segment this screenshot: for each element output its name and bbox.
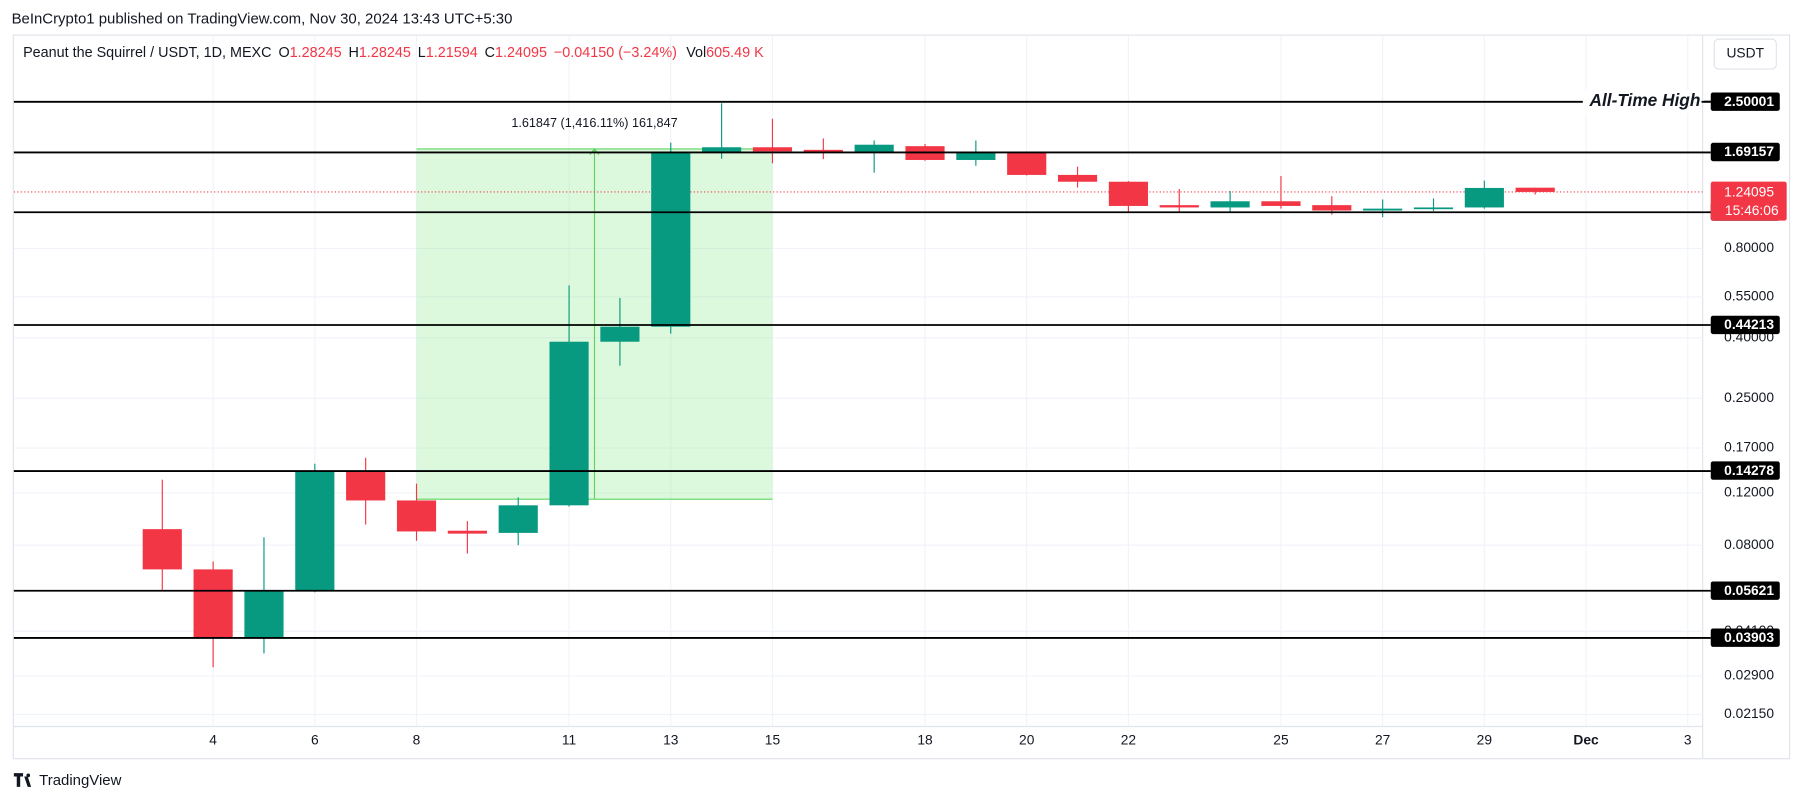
level-label-box (1710, 461, 1780, 480)
legend-key: O (278, 45, 289, 61)
candle-body (295, 470, 335, 592)
legend-value: 1.28245 (290, 45, 342, 61)
candle-body (396, 500, 437, 532)
candle-body (447, 530, 487, 534)
candle-body (193, 569, 233, 639)
candle-body (244, 591, 284, 639)
candle-body (651, 152, 691, 327)
legend-key: L (418, 45, 426, 61)
candle-body (498, 505, 538, 533)
attribution: BeInCrypto1 published on TradingView.com… (12, 11, 513, 28)
footer-logo (13, 773, 32, 787)
legend-value: 1.28245 (359, 45, 411, 61)
candle-body (600, 326, 640, 342)
plot-area: 1.61847 (1,416.11%) 161,847 (13, 103, 1703, 668)
level-label: 0.14278 (1724, 463, 1774, 478)
legend-change: −0.04150 (−3.24%) (554, 45, 677, 61)
x-tick-label: 8 (413, 733, 421, 748)
candle-body (1464, 187, 1504, 208)
y-tick-label: 0.08000 (1724, 537, 1774, 552)
y-tick-label: 0.12000 (1724, 485, 1774, 500)
level-label-box (1710, 628, 1780, 647)
x-tick-label: 18 (917, 733, 933, 748)
level-label-box (1710, 315, 1780, 335)
y-tick-label: 0.02900 (1724, 668, 1774, 683)
candle-body (803, 149, 843, 153)
legend-value: 1.21594 (426, 45, 478, 61)
currency-label: USDT (1726, 46, 1764, 61)
level-label: 0.44213 (1724, 317, 1774, 332)
x-tick-label: 29 (1477, 733, 1493, 748)
level-label-box (1710, 581, 1780, 600)
x-tick-label: 13 (663, 733, 679, 748)
candle-body (142, 529, 182, 570)
currency-button[interactable] (1713, 38, 1777, 70)
last-price-label: 1.24095 (1724, 185, 1774, 200)
level-label: 0.03903 (1724, 630, 1774, 645)
candle-body (1261, 201, 1301, 206)
candle-body (854, 144, 894, 153)
x-tick-label: 6 (311, 733, 319, 748)
x-tick-label: 15 (765, 733, 781, 748)
x-tick-label: Dec (1573, 733, 1599, 748)
ath-label: All-Time High (1589, 90, 1701, 110)
x-tick-label: 3 (1684, 733, 1692, 748)
candle-body (956, 152, 996, 160)
legend-value: 1.24095 (495, 45, 547, 61)
x-tick-label: 4 (209, 733, 217, 748)
candle-body (1057, 174, 1098, 182)
legend: Peanut the Squirrel / USDT, 1D, MEXC O1.2… (23, 45, 764, 61)
candle-body (1159, 205, 1199, 208)
candle-body (1413, 207, 1454, 210)
legend-volume: 605.49 K (706, 45, 764, 61)
candle-body (1007, 152, 1047, 175)
logo-mark (13, 773, 32, 787)
x-tick-label: 27 (1375, 733, 1390, 748)
legend-title: Peanut the Squirrel / USDT, 1D, MEXC (23, 45, 271, 61)
x-tick-label: 20 (1019, 733, 1035, 748)
candle-body (549, 341, 589, 506)
candle-body (1108, 181, 1148, 206)
x-tick-label: 22 (1121, 733, 1136, 748)
chart-frame (12, 34, 1791, 760)
x-tick-label: 25 (1273, 733, 1289, 748)
candle-body (702, 147, 742, 153)
ath-label-bg (1582, 90, 1702, 114)
candle-body (1210, 201, 1250, 208)
level-label: 2.50001 (1724, 94, 1774, 109)
legend-key: C (485, 45, 495, 61)
y-tick-label: 0.02150 (1724, 706, 1774, 721)
y-tick-label: 0.55000 (1724, 288, 1774, 303)
candle-body (1363, 208, 1403, 211)
level-label-box (1710, 92, 1780, 111)
candle-body (346, 470, 386, 501)
candle-body (752, 147, 793, 152)
logo-dot (26, 773, 31, 778)
axes: 0.800000.550000.400000.250000.170000.120… (209, 240, 1774, 747)
last-price-box (1710, 181, 1787, 221)
candle-body (1312, 205, 1352, 211)
footer-brand: TradingView (39, 772, 121, 789)
candle-body (1515, 187, 1555, 192)
legend-key: Vol (686, 45, 706, 61)
x-tick-label: 11 (562, 733, 576, 748)
level-label: 0.05621 (1724, 583, 1774, 598)
y-tick-label: 0.80000 (1724, 240, 1774, 255)
level-label-box (1710, 142, 1780, 162)
level-label: 1.69157 (1724, 144, 1774, 159)
y-tick-label: 0.25000 (1724, 390, 1774, 405)
y-tick-label: 0.17000 (1724, 440, 1774, 455)
legend-key: H (349, 45, 359, 61)
countdown-label: 15:46:06 (1725, 203, 1779, 218)
measure-label: 1.61847 (1,416.11%) 161,847 (511, 116, 677, 130)
